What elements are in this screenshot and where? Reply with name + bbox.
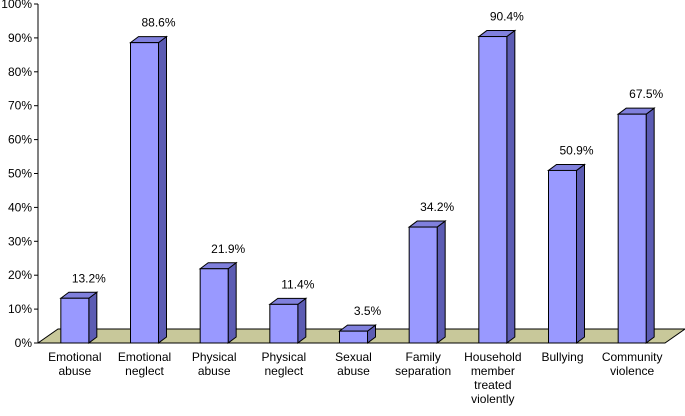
bar-front xyxy=(478,36,508,344)
y-axis: 0% 10% 20% 30% 40% 50% 60% 70% 80% 90% 100% xyxy=(1,0,39,350)
bar-side xyxy=(645,107,655,344)
bar-front xyxy=(269,303,299,344)
bar-side xyxy=(576,163,585,344)
bar-side xyxy=(227,261,237,344)
bar xyxy=(547,163,586,344)
bar-front xyxy=(548,169,577,344)
bar xyxy=(268,297,308,344)
category-label: Physical neglect xyxy=(261,350,306,378)
bar-front xyxy=(617,113,647,344)
bar-side xyxy=(158,35,167,344)
category-label-line: Household xyxy=(464,350,521,364)
y-tick-label: 70% xyxy=(8,99,32,113)
bar xyxy=(198,261,238,344)
category-label-line: Physical xyxy=(192,350,237,364)
data-label: 13.2% xyxy=(72,271,106,285)
category-label-line: abuse xyxy=(337,364,370,378)
y-tick-label: 50% xyxy=(8,167,32,181)
category-label-line: Bullying xyxy=(541,350,583,364)
y-tick-label: 40% xyxy=(8,200,32,214)
bar xyxy=(477,29,517,345)
category-label-line: member xyxy=(471,364,515,378)
category-label-line: neglect xyxy=(264,364,303,378)
bar xyxy=(407,220,447,344)
category-label-line: Family xyxy=(405,350,440,364)
category-label: Community violence xyxy=(602,350,663,378)
category-label: Emotional neglect xyxy=(118,350,171,378)
bar-front xyxy=(199,268,229,344)
category-label: Household member treated violently xyxy=(464,350,521,406)
data-label: 50.9% xyxy=(559,143,593,157)
bar-front xyxy=(130,42,159,344)
data-label: 11.4% xyxy=(281,277,314,291)
category-label-line: treated xyxy=(474,378,511,392)
category-label: Physical abuse xyxy=(192,350,237,378)
bars xyxy=(59,29,656,345)
y-tick-label: 80% xyxy=(8,65,32,79)
y-tick-label: 10% xyxy=(8,302,32,316)
data-labels: 13.2% 88.6% 21.9% 11.4% 3.5% 34.2% 90.4% 50.9% 6… xyxy=(72,10,664,319)
y-tick-label: 100% xyxy=(1,0,32,11)
category-label-line: violently xyxy=(471,392,514,406)
category-label-line: abuse xyxy=(198,364,231,378)
category-label-line: neglect xyxy=(125,364,164,378)
category-label-line: separation xyxy=(395,364,451,378)
bar xyxy=(129,35,168,344)
y-tick-label: 20% xyxy=(8,268,32,282)
data-label: 21.9% xyxy=(211,242,245,256)
category-label-line: Emotional xyxy=(118,350,171,364)
category-label: Emotional abuse xyxy=(48,350,101,378)
category-label-line: Sexual xyxy=(335,350,372,364)
data-label: 3.5% xyxy=(354,304,382,318)
bar xyxy=(59,291,99,344)
bar-front xyxy=(408,226,438,344)
y-tick-label: 30% xyxy=(8,234,32,248)
category-label-line: Physical xyxy=(261,350,306,364)
data-label: 34.2% xyxy=(420,200,454,214)
bar xyxy=(338,324,377,344)
y-tick-label: 90% xyxy=(8,31,32,45)
data-label: 67.5% xyxy=(629,87,663,101)
category-label: Family separation xyxy=(395,350,451,378)
y-tick-label: 60% xyxy=(8,133,32,147)
category-label-line: abuse xyxy=(58,364,91,378)
data-label: 88.6% xyxy=(141,16,175,30)
category-label-line: Emotional xyxy=(48,350,101,364)
data-label: 90.4% xyxy=(490,10,524,24)
y-tick-label: 0% xyxy=(15,336,33,350)
bar-side xyxy=(297,297,307,344)
bar xyxy=(616,107,656,344)
bar-front xyxy=(339,330,368,344)
bar-side xyxy=(88,291,98,344)
bar-side xyxy=(506,29,516,345)
category-label-line: Community xyxy=(602,350,663,364)
bar-front xyxy=(60,297,90,344)
category-label-line: violence xyxy=(610,364,654,378)
category-label: Bullying xyxy=(541,350,583,364)
category-label: Sexual abuse xyxy=(335,350,372,378)
bar-side xyxy=(436,220,446,344)
